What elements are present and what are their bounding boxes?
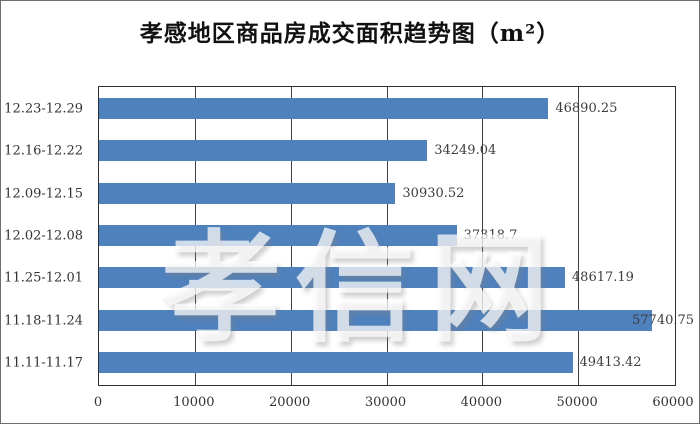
bar-row: 46890.25 <box>99 87 675 129</box>
chart-title: 孝感地区商品房成交面积趋势图（m²） <box>139 20 561 47</box>
gridline <box>482 87 484 385</box>
bar-row: 57740.75 <box>99 299 694 341</box>
bar <box>99 309 653 331</box>
bar-value-label: 57740.75 <box>632 312 695 328</box>
x-axis-label: 40000 <box>460 395 503 410</box>
x-axis-label: 0 <box>93 395 103 410</box>
bar-row: 48617.19 <box>99 257 675 299</box>
bar-value-label: 48617.19 <box>571 270 634 286</box>
y-axis-label: 11.25-12.01 <box>4 270 83 286</box>
bar-row: 30930.52 <box>99 172 675 214</box>
y-axis-label: 12.23-12.29 <box>4 101 83 117</box>
bar <box>99 140 428 162</box>
plot-area: 46890.25 34249.04 30930.52 37318.7 48617.19 5… <box>98 86 694 386</box>
bar-value-label: 37318.7 <box>463 227 518 243</box>
x-axis-label: 50000 <box>556 395 598 410</box>
x-axis-label: 10000 <box>173 395 215 410</box>
bar <box>99 97 549 119</box>
y-axis-label: 11.18-11.24 <box>4 313 83 329</box>
bar <box>99 352 573 374</box>
bar-value-label: 46890.25 <box>555 100 618 116</box>
bar-value-label: 30930.52 <box>402 185 465 201</box>
y-axis-label: 12.02-12.08 <box>4 228 83 244</box>
bar <box>99 267 565 289</box>
x-axis-label: 20000 <box>268 395 311 410</box>
bar <box>99 224 457 246</box>
y-axis-label: 12.16-12.22 <box>4 143 83 159</box>
x-axis-label: 30000 <box>364 395 407 410</box>
bar <box>99 182 396 204</box>
bar-row: 37318.7 <box>99 214 675 256</box>
bar-value-label: 49413.42 <box>579 355 642 371</box>
bar-value-label: 34249.04 <box>434 143 497 159</box>
y-axis-labels: 12.23-12.29 12.16-12.22 12.09-12.15 12.02-1… <box>1 86 91 386</box>
y-axis-label: 11.11-11.17 <box>4 355 83 371</box>
gridline <box>578 87 580 385</box>
y-axis-label: 12.09-12.15 <box>4 186 83 202</box>
bar-row: 34249.04 <box>99 129 675 171</box>
x-axis-label: 60000 <box>652 395 694 410</box>
bar-row: 49413.42 <box>99 342 675 384</box>
